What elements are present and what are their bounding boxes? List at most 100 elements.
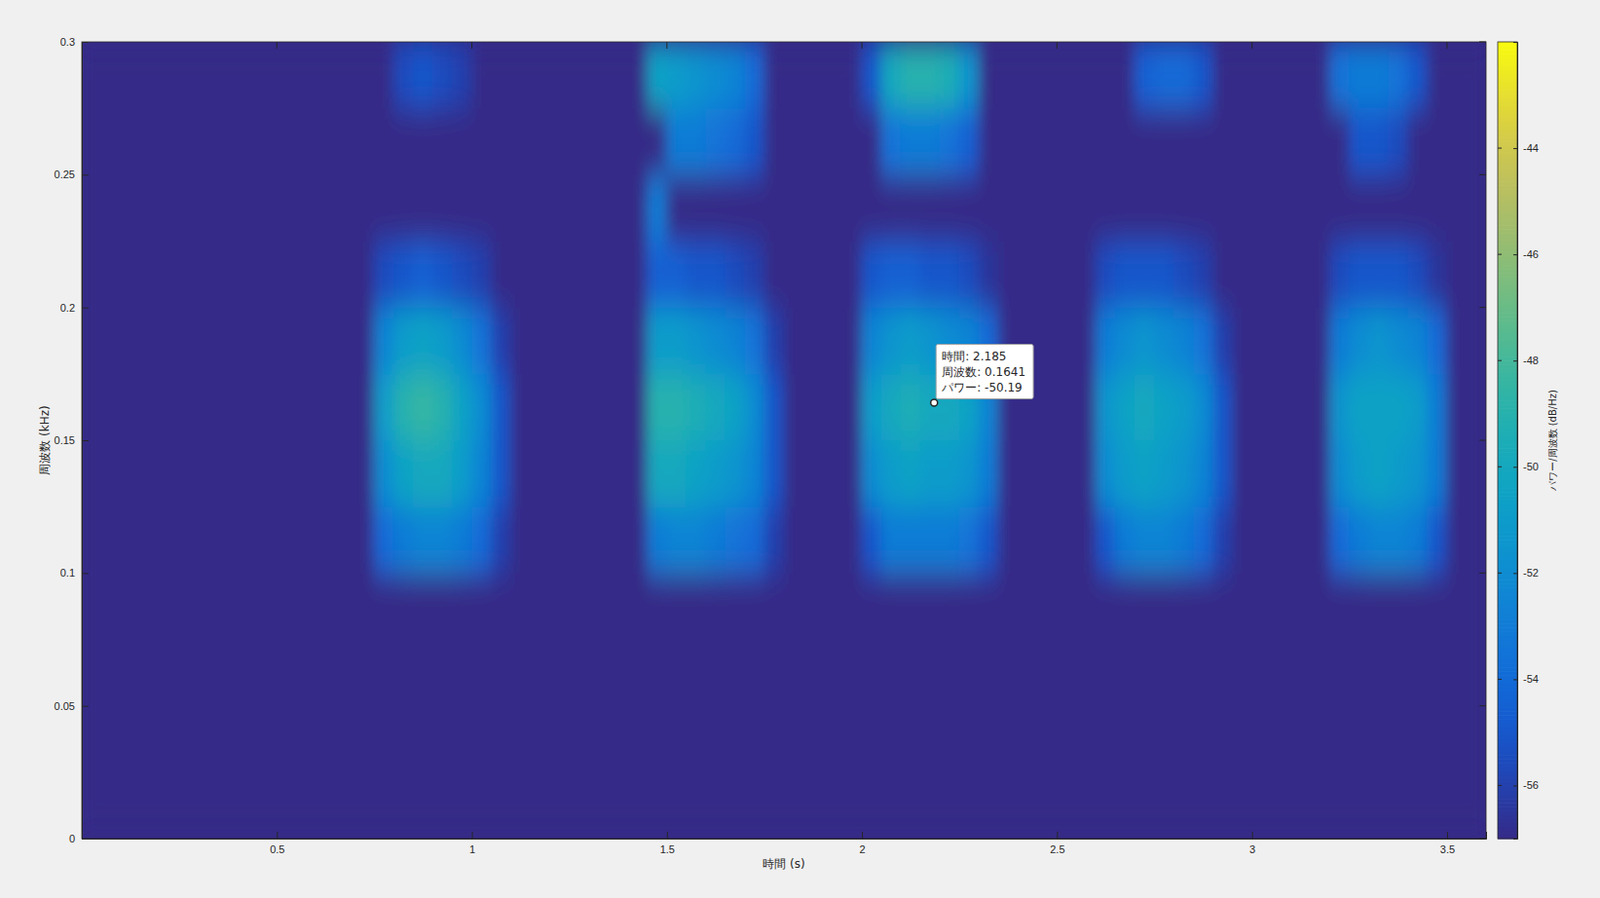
- heatmap-cell: [451, 440, 473, 508]
- heatmap-cell: [140, 108, 161, 176]
- heatmap-cell: [978, 771, 1000, 839]
- heatmap-cell: [803, 705, 824, 773]
- heatmap-cell: [920, 240, 941, 308]
- y-tick-label: 0.3: [60, 36, 75, 48]
- heatmap-cell: [666, 174, 687, 242]
- colorbar-swatch: [1497, 731, 1518, 737]
- heatmap-cell: [1076, 506, 1097, 574]
- heatmap-cell: [237, 572, 259, 640]
- x-tick-label: 2: [859, 843, 866, 856]
- heatmap-cell: [1465, 41, 1487, 110]
- heatmap-cell: [842, 440, 863, 508]
- colorbar-swatch: [1497, 272, 1518, 278]
- heatmap-cell: [315, 240, 336, 308]
- heatmap-cell: [939, 440, 961, 508]
- heatmap-cell: [881, 705, 902, 773]
- heatmap-cell: [920, 572, 941, 640]
- heatmap-cell: [1212, 306, 1233, 374]
- colorbar-swatch: [1497, 531, 1518, 537]
- heatmap-cell: [529, 108, 551, 176]
- heatmap-cell: [783, 506, 805, 574]
- heatmap-cell: [315, 440, 336, 508]
- heatmap-cell: [451, 572, 473, 640]
- heatmap-cell: [666, 771, 687, 839]
- colorbar-swatch: [1497, 148, 1518, 154]
- heatmap-cell: [1309, 240, 1331, 308]
- colorbar-swatch: [1497, 253, 1518, 259]
- heatmap-cell: [588, 174, 609, 242]
- heatmap-cell: [510, 705, 531, 773]
- x-tick-mark-top: [1056, 41, 1058, 49]
- heatmap-cell: [1329, 506, 1350, 574]
- heatmap-cell: [276, 506, 298, 574]
- colorbar-swatch: [1497, 718, 1518, 724]
- colorbar-swatch: [1497, 113, 1518, 119]
- heatmap-cell: [412, 705, 434, 773]
- x-tick-label: 2.5: [1049, 843, 1065, 856]
- heatmap-cell: [627, 108, 648, 176]
- heatmap-cell: [998, 705, 1019, 773]
- heatmap-cell: [354, 771, 375, 839]
- heatmap-cell: [685, 771, 707, 839]
- colorbar-swatch: [1497, 775, 1518, 781]
- colorbar-swatch: [1497, 495, 1518, 501]
- heatmap-cell: [685, 572, 707, 640]
- heatmap-cell: [198, 306, 220, 374]
- colorbar-swatch: [1497, 404, 1518, 410]
- y-axis-line: [82, 42, 90, 840]
- colorbar-swatch: [1497, 209, 1518, 215]
- colorbar-tick-mark: [1513, 572, 1518, 574]
- heatmap-cell: [568, 572, 590, 640]
- heatmap-cell: [276, 41, 298, 110]
- heatmap-cell: [1192, 240, 1214, 308]
- heatmap-cell: [881, 506, 902, 574]
- heatmap-cell: [783, 174, 805, 242]
- heatmap-cell: [1290, 108, 1311, 176]
- heatmap-cell: [1465, 506, 1487, 574]
- heatmap-cell: [881, 108, 902, 176]
- heatmap-cell: [803, 638, 824, 707]
- heatmap-cell: [627, 771, 648, 839]
- heatmap-cell: [1368, 174, 1389, 242]
- heatmap-cell: [1037, 440, 1058, 508]
- heatmap-cell: [1387, 506, 1409, 574]
- heatmap-cell: [685, 506, 707, 574]
- heatmap-cell: [900, 108, 922, 176]
- heatmap-cell: [1348, 506, 1370, 574]
- colorbar-swatch: [1497, 81, 1518, 87]
- heatmap-cell: [120, 705, 142, 773]
- heatmap-cell: [432, 240, 453, 308]
- heatmap-cell: [1251, 572, 1272, 640]
- colorbar-swatch: [1497, 746, 1518, 752]
- heatmap-cell: [510, 240, 531, 308]
- heatmap-cell: [861, 638, 883, 707]
- heatmap-cell: [568, 108, 590, 176]
- heatmap-cell: [510, 638, 531, 707]
- colorbar-swatch: [1497, 623, 1518, 629]
- heatmap-cell: [159, 108, 181, 176]
- heatmap-cell: [451, 372, 473, 441]
- heatmap-cell: [1329, 372, 1350, 441]
- heatmap-cell: [1290, 771, 1311, 839]
- colorbar-swatch: [1497, 687, 1518, 693]
- heatmap-cell: [959, 240, 980, 308]
- heatmap-cell: [101, 41, 122, 110]
- heatmap-cell: [159, 506, 181, 574]
- heatmap-cell: [140, 306, 161, 374]
- colorbar-swatch: [1497, 499, 1518, 505]
- colorbar-swatch: [1497, 516, 1518, 521]
- heatmap-cell: [276, 306, 298, 374]
- heatmap-cell: [783, 41, 805, 110]
- heatmap-cell: [627, 506, 648, 574]
- colorbar-tick-label: -48: [1523, 354, 1539, 367]
- heatmap-cell: [1329, 306, 1350, 374]
- heatmap-cell: [296, 372, 317, 441]
- heatmap-cell: [1153, 506, 1175, 574]
- colorbar-swatch: [1497, 217, 1518, 223]
- heatmap-cell: [1212, 372, 1233, 441]
- heatmap-cell: [666, 506, 687, 574]
- y-tick-mark: [81, 41, 89, 43]
- heatmap-cell: [490, 440, 512, 508]
- heatmap-cell: [1134, 108, 1155, 176]
- colorbar-tick-label: -52: [1523, 566, 1539, 579]
